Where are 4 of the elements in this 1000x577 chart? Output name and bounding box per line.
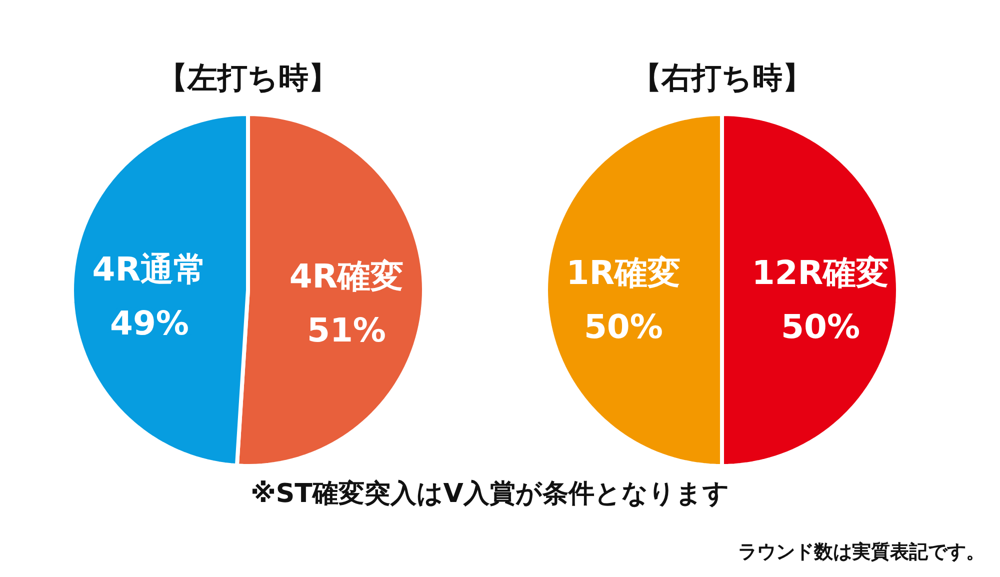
chart-title: 【右打ち時】 <box>632 61 812 96</box>
text: ※ST確変突入はV入賞が条件となります <box>250 479 730 509</box>
chart-title: 【左打ち時】 <box>158 61 338 96</box>
text: ラウンド数は実質表記です。 <box>738 541 985 563</box>
